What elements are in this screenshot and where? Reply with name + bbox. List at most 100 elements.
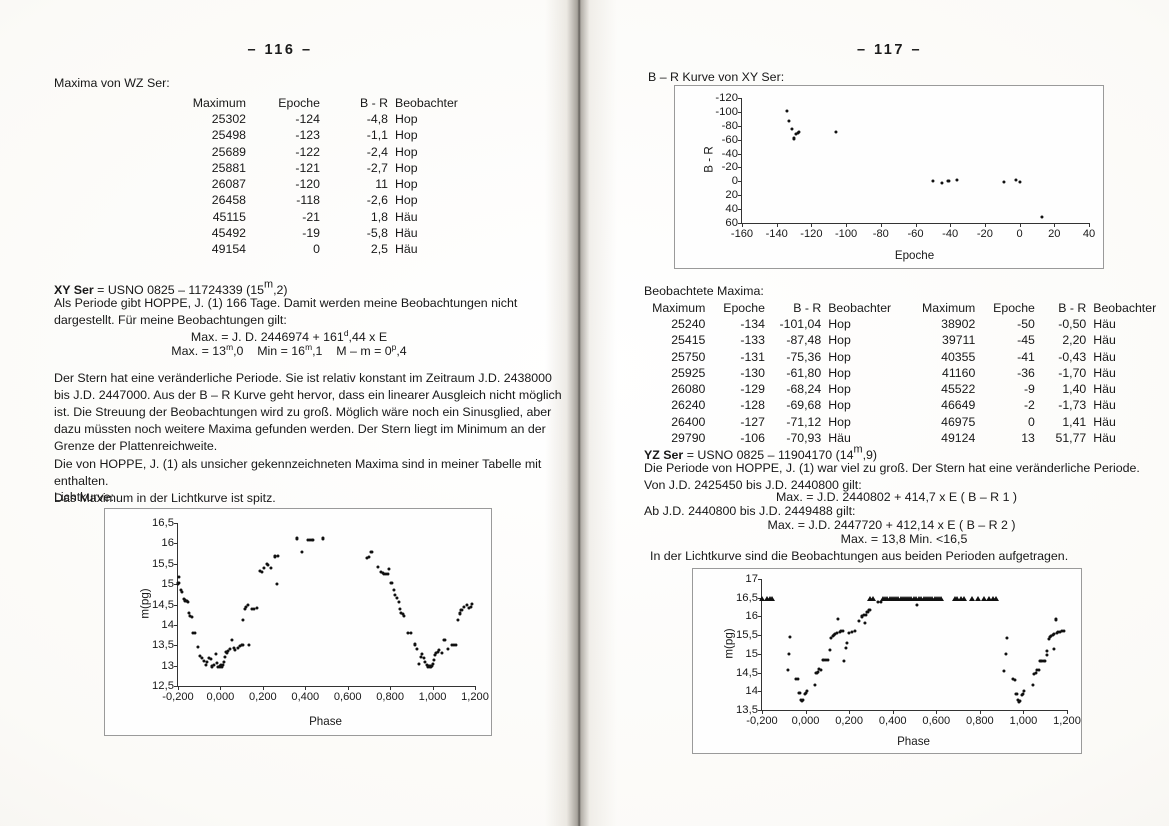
table-cell: 45115 [212, 209, 246, 224]
table-cell: -1,1 [366, 128, 388, 143]
y-axis-tick-mark [738, 223, 742, 224]
data-point [464, 602, 469, 607]
table-cell: Hop [828, 349, 851, 364]
x-axis-tick-mark [950, 223, 952, 227]
x-axis-tick-label: -120 [800, 228, 823, 240]
y-axis-tick-mark [174, 645, 178, 647]
x-axis-tick-label: 0,600 [333, 691, 362, 703]
col-beobachter-1: Beobachter [828, 301, 892, 315]
data-point [391, 588, 396, 592]
table-cell: 45492 [211, 225, 246, 240]
page-number-116: – 116 – [247, 42, 313, 58]
table-cell: -5,8 [366, 225, 388, 240]
col-beobachter-2: Beobachter [1093, 301, 1157, 315]
y-axis-tick-label: 60 [725, 217, 738, 229]
data-point-upper-limit [870, 596, 877, 602]
data-point [1043, 659, 1047, 663]
data-point [801, 698, 805, 702]
table-row: 25689 -122 -2,4 Hop [160, 144, 481, 160]
data-point [955, 178, 959, 182]
table-cell: 1,41 [1062, 414, 1087, 429]
formula-period-1-yz-ser: Max. = J.D. 2440802 + 414,7 x E ( B – R … [775, 490, 1018, 504]
table-cell: Hop [395, 177, 418, 192]
table-cell: -133 [740, 333, 765, 348]
data-point-upper-limit [953, 596, 960, 602]
table-row: 25881 -121 -2,7 Hop [160, 160, 481, 176]
col-b-minus-r: B - R [359, 96, 388, 110]
data-point [1021, 691, 1025, 696]
data-point [258, 569, 262, 573]
intro-paragraph-xy-ser: Als Periode gibt HOPPE, J. (1) 166 Tage.… [54, 295, 554, 329]
y-axis-tick-mark [174, 624, 178, 626]
table-cell: -101,04 [779, 317, 822, 332]
data-point [1014, 691, 1018, 696]
data-point [834, 631, 839, 635]
data-point [1018, 699, 1022, 703]
data-point [804, 691, 808, 695]
text-line: Das Maximum in der Lichtkurve ist spitz. [54, 490, 276, 505]
table-cell: -4,8 [366, 112, 388, 127]
data-point [395, 596, 399, 600]
data-point [795, 131, 800, 135]
table-header-row: Maximum Epoche B - R Beobachter [160, 95, 481, 111]
y-axis-tick-mark [174, 686, 178, 687]
y-axis-tick-mark [174, 523, 178, 524]
table-cell: -131 [740, 349, 765, 364]
table-cell: -19 [302, 225, 320, 240]
data-point [205, 660, 209, 664]
body-paragraph-yz-ser: Die Periode von HOPPE, J. (1) war viel z… [644, 460, 1159, 494]
y-axis-tick-label: -20 [721, 161, 738, 174]
x-axis-tick-mark [762, 710, 763, 714]
data-point [915, 603, 919, 607]
y-axis-tick-label: 14,5 [736, 666, 758, 679]
data-point [845, 641, 849, 645]
x-axis-tick-label: 0,200 [248, 691, 277, 703]
data-point [1031, 683, 1035, 687]
data-point [431, 662, 435, 666]
data-point [276, 554, 280, 558]
x-axis-tick-label: 1,200 [461, 691, 489, 703]
data-point [1040, 215, 1044, 219]
table-cell: 40355 [941, 349, 976, 364]
table-cell: Hop [828, 365, 851, 380]
table-cell: -68,24 [786, 382, 822, 397]
data-point [836, 617, 840, 621]
x-axis-tick-mark [915, 223, 917, 227]
y-axis-tick-mark [738, 181, 742, 183]
data-point-upper-limit [938, 596, 945, 602]
y-axis-tick-mark [758, 616, 762, 618]
col-epoche-1: Epoche [723, 301, 765, 315]
formula-segment: Min = 16m,1 [257, 341, 323, 358]
data-point-upper-limit [769, 596, 776, 602]
data-point [233, 648, 237, 652]
table-cell: -9 [1023, 382, 1035, 397]
data-point [1058, 630, 1062, 634]
y-axis-tick-label: -80 [721, 119, 738, 132]
data-point [379, 570, 383, 574]
data-point [226, 649, 230, 653]
y-axis-tick-mark [174, 665, 178, 667]
table-cell: -1,70 [1058, 365, 1087, 380]
y-axis-tick-mark [758, 635, 762, 637]
data-point [384, 571, 388, 576]
table-cell: 26400 [671, 414, 706, 429]
data-point [787, 652, 791, 656]
x-axis-tick-label: 0,600 [922, 715, 951, 727]
table-cell: Häu [1093, 414, 1116, 429]
data-point [406, 631, 410, 635]
closing-line-yz-ser: In der Lichtkurve sind die Beobachtungen… [650, 549, 1069, 563]
x-axis-tick-mark [984, 223, 986, 227]
y-axis-tick-mark [738, 111, 742, 113]
data-point [190, 615, 194, 619]
y-axis-tick-label: 20 [725, 189, 738, 202]
data-point [236, 646, 240, 650]
x-axis-tick-mark [432, 686, 434, 690]
y-axis-tick-mark [738, 195, 742, 197]
data-point [376, 565, 380, 569]
data-point [389, 581, 393, 585]
data-point [178, 588, 183, 592]
data-point [214, 652, 218, 656]
data-point [864, 613, 868, 617]
data-point [853, 629, 857, 633]
x-axis-tick-mark [979, 710, 981, 714]
